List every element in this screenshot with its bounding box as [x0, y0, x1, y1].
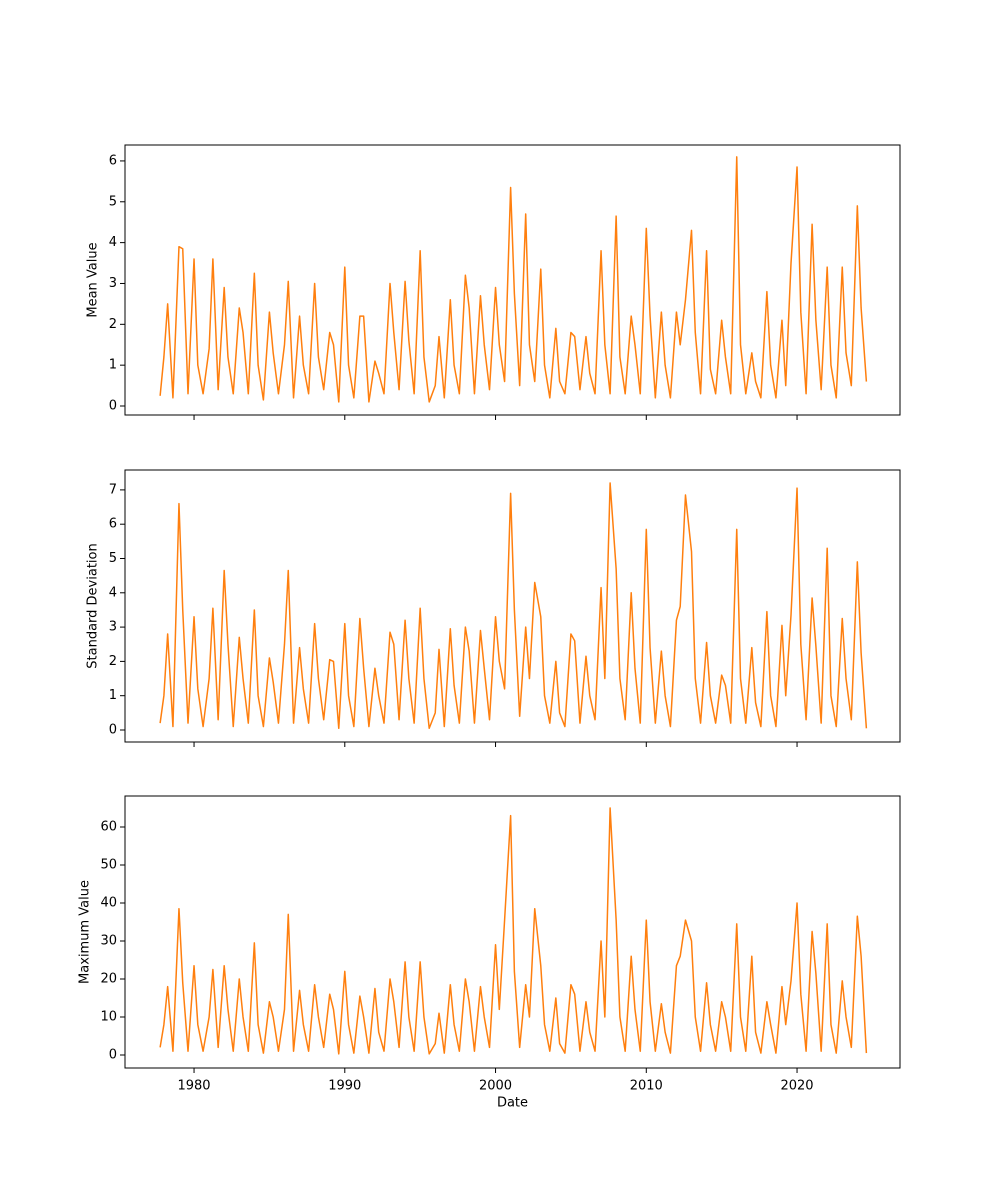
y-tick-label: 4	[109, 585, 117, 600]
y-tick-label: 40	[100, 896, 117, 911]
x-tick-label: 1990	[328, 1079, 361, 1094]
series-line	[159, 807, 868, 1055]
y-tick-label: 0	[109, 399, 117, 414]
y-tick-label: 3	[109, 276, 117, 291]
y-tick-label: 0	[109, 722, 117, 737]
y-tick-label: 1	[109, 358, 117, 373]
panel: 1980 1990 2000 2010 2020 0 10 20 30 40 50 60 Maximum…	[78, 795, 901, 1111]
y-tick-label: 3	[109, 620, 117, 635]
y-tick-label: 7	[109, 482, 117, 497]
y-tick-label: 5	[109, 194, 117, 209]
panel: 0 1 2 3 4 5 6 Mean Value	[86, 144, 901, 420]
y-tick-label: 0	[109, 1048, 117, 1063]
series-line	[159, 156, 868, 403]
y-tick-label: 2	[109, 317, 117, 332]
x-tick-label: 2020	[780, 1079, 813, 1094]
y-tick-label: 6	[109, 153, 117, 168]
x-tick-label: 1980	[177, 1079, 210, 1094]
y-tick-label: 5	[109, 551, 117, 566]
y-axis-label: Mean Value	[86, 242, 101, 317]
y-tick-label: 60	[100, 820, 117, 835]
y-tick-label: 50	[100, 858, 117, 873]
x-tick-label: 2010	[630, 1079, 663, 1094]
x-axis-label: Date	[497, 1096, 528, 1111]
panel: 0 1 2 3 4 5 6 7 Standard Deviation	[86, 469, 901, 747]
y-tick-label: 2	[109, 654, 117, 669]
axes-frame	[124, 144, 901, 416]
y-axis-label: Maximum Value	[78, 880, 93, 984]
x-tick-label: 2000	[479, 1079, 512, 1094]
y-tick-label: 30	[100, 934, 117, 949]
y-tick-label: 10	[100, 1010, 117, 1025]
series-line	[159, 482, 868, 730]
axes-frame	[124, 469, 901, 743]
y-tick-label: 1	[109, 688, 117, 703]
y-tick-label: 20	[100, 972, 117, 987]
y-axis-label: Standard Deviation	[86, 543, 101, 668]
axes-frame	[124, 795, 901, 1069]
y-tick-label: 4	[109, 235, 117, 250]
y-tick-label: 6	[109, 517, 117, 532]
